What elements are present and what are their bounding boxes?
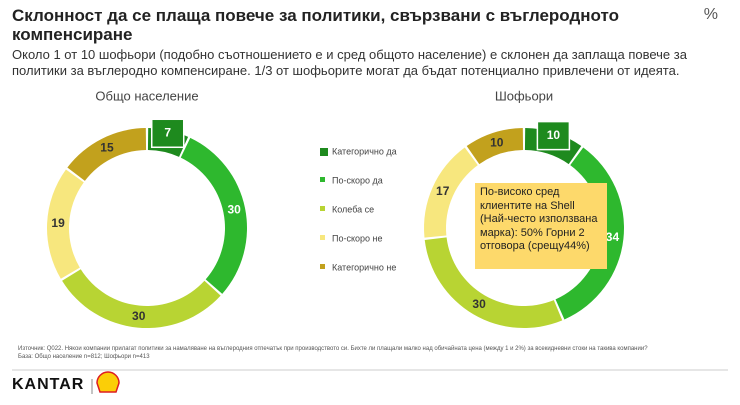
donut-segment — [67, 128, 147, 181]
legend-swatch — [320, 264, 325, 269]
brand: KANTAR — [12, 376, 85, 393]
base-line: База: Общо население n=812; Шофьори n=41… — [18, 353, 150, 360]
chart-title: Общо население — [95, 88, 198, 103]
donut-segment — [424, 237, 563, 328]
value-label: 30 — [472, 297, 486, 311]
subtitle: Около 1 от 10 шофьори (подобно съотношен… — [12, 47, 687, 78]
legend-swatch — [320, 148, 328, 156]
legend-label: Категорично да — [332, 146, 397, 156]
value-label: 34 — [606, 230, 620, 244]
source-line: Източник: Q022. Някои компании прилагат … — [18, 346, 648, 352]
value-label: 7 — [164, 125, 171, 139]
donut-segment — [180, 137, 247, 294]
shell-logo — [96, 371, 120, 393]
value-label: 10 — [490, 135, 504, 149]
title: Склонност да се плаща повече за политики… — [12, 6, 619, 44]
donut-segment — [62, 269, 221, 329]
legend-swatch — [320, 177, 325, 182]
value-label: 19 — [51, 216, 65, 230]
highlight-box — [536, 120, 571, 151]
donut-segment — [466, 128, 524, 165]
legend-label: По-скоро не — [332, 233, 383, 243]
value-label: 30 — [228, 202, 242, 216]
value-label: 30 — [132, 309, 146, 323]
callout: По-високо сред клиентите на Shell (Най-ч… — [475, 183, 607, 269]
highlight-box — [150, 118, 185, 149]
donut-segment — [47, 169, 84, 279]
source: Източник: Q022. Някои компании прилагат … — [18, 346, 718, 361]
percent-sign: % — [703, 6, 718, 23]
donut-segment — [424, 147, 478, 238]
value-label: 10 — [547, 128, 561, 142]
value-label: 15 — [100, 141, 114, 155]
legend-label: По-скоро да — [332, 175, 383, 185]
legend-label: Категорично не — [332, 262, 396, 272]
value-label: 17 — [436, 184, 450, 198]
legend-label: Колеба се — [332, 204, 374, 214]
chart-title: Шофьори — [495, 88, 553, 103]
legend-swatch — [320, 206, 325, 211]
legend-swatch — [320, 235, 325, 240]
